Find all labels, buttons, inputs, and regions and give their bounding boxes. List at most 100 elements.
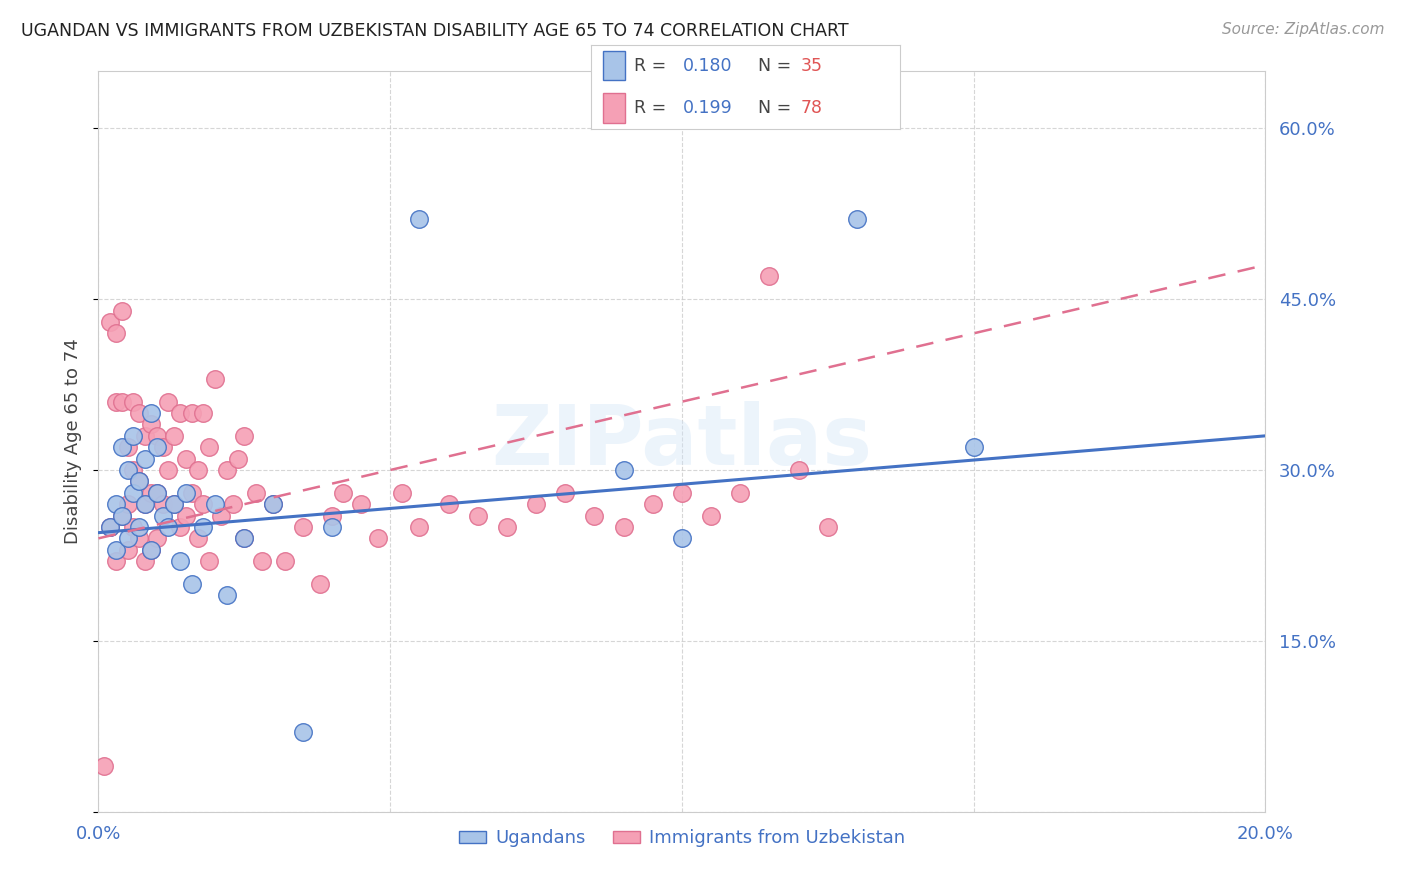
Point <box>139 542 162 557</box>
Point <box>169 406 191 420</box>
Point <box>309 577 332 591</box>
Point <box>117 440 139 454</box>
Point <box>98 520 121 534</box>
Point <box>215 463 238 477</box>
Legend: Ugandans, Immigrants from Uzbekistan: Ugandans, Immigrants from Uzbekistan <box>451 822 912 855</box>
Point <box>187 463 209 477</box>
Point <box>193 520 215 534</box>
Point <box>233 429 256 443</box>
Text: R =: R = <box>634 57 672 75</box>
Point <box>700 508 723 523</box>
Text: 0.199: 0.199 <box>683 99 733 117</box>
Point <box>128 406 150 420</box>
Text: UGANDAN VS IMMIGRANTS FROM UZBEKISTAN DISABILITY AGE 65 TO 74 CORRELATION CHART: UGANDAN VS IMMIGRANTS FROM UZBEKISTAN DI… <box>21 22 849 40</box>
Point <box>332 485 354 500</box>
Point <box>152 440 174 454</box>
Point <box>117 463 139 477</box>
Point <box>350 497 373 511</box>
Point <box>98 520 121 534</box>
FancyBboxPatch shape <box>603 93 624 122</box>
Point <box>437 497 460 511</box>
Point <box>198 440 221 454</box>
Point <box>180 485 202 500</box>
Point <box>221 497 243 511</box>
Point <box>204 497 226 511</box>
Point <box>641 497 664 511</box>
Point <box>193 406 215 420</box>
Point <box>104 554 127 568</box>
Point <box>671 532 693 546</box>
Point <box>612 463 634 477</box>
Y-axis label: Disability Age 65 to 74: Disability Age 65 to 74 <box>65 339 83 544</box>
Point <box>117 497 139 511</box>
Point <box>139 406 162 420</box>
Point <box>496 520 519 534</box>
Point <box>174 508 197 523</box>
Point <box>104 394 127 409</box>
Point <box>467 508 489 523</box>
Point <box>180 406 202 420</box>
Point <box>122 520 145 534</box>
Point <box>111 508 134 523</box>
Point <box>128 475 150 489</box>
Point <box>157 394 180 409</box>
Point <box>554 485 576 500</box>
Point <box>262 497 284 511</box>
Point <box>169 520 191 534</box>
Point <box>391 485 413 500</box>
Point <box>671 485 693 500</box>
Text: 0.180: 0.180 <box>683 57 733 75</box>
Point <box>111 440 134 454</box>
Text: 78: 78 <box>801 99 823 117</box>
Point <box>233 532 256 546</box>
Point <box>139 542 162 557</box>
Text: N =: N = <box>758 57 796 75</box>
Point <box>163 429 186 443</box>
Point <box>152 508 174 523</box>
Point <box>146 429 169 443</box>
Point <box>98 315 121 329</box>
Text: R =: R = <box>634 99 672 117</box>
Text: 35: 35 <box>801 57 823 75</box>
Point <box>163 497 186 511</box>
Point <box>612 520 634 534</box>
Point <box>104 497 127 511</box>
Point <box>730 485 752 500</box>
Point <box>122 485 145 500</box>
Point <box>152 497 174 511</box>
Point <box>274 554 297 568</box>
Point <box>291 725 314 739</box>
Point <box>146 485 169 500</box>
Point <box>139 485 162 500</box>
Point <box>122 394 145 409</box>
Point <box>408 520 430 534</box>
Point <box>321 508 343 523</box>
Point <box>146 532 169 546</box>
Point <box>134 497 156 511</box>
Point <box>583 508 606 523</box>
Text: ZIPatlas: ZIPatlas <box>492 401 872 482</box>
Point <box>174 451 197 466</box>
Point <box>187 532 209 546</box>
Point <box>215 588 238 602</box>
Point <box>122 429 145 443</box>
Point <box>367 532 389 546</box>
Point <box>134 554 156 568</box>
Point <box>198 554 221 568</box>
Point <box>193 497 215 511</box>
Point <box>117 532 139 546</box>
Point <box>134 451 156 466</box>
FancyBboxPatch shape <box>603 51 624 80</box>
Point <box>134 497 156 511</box>
Point <box>139 417 162 432</box>
Point <box>250 554 273 568</box>
Point <box>93 759 115 773</box>
Point <box>962 440 984 454</box>
Point <box>111 394 134 409</box>
Point <box>134 429 156 443</box>
Point <box>111 508 134 523</box>
Point <box>758 269 780 284</box>
Point <box>245 485 267 500</box>
Point <box>209 508 232 523</box>
Point <box>146 485 169 500</box>
